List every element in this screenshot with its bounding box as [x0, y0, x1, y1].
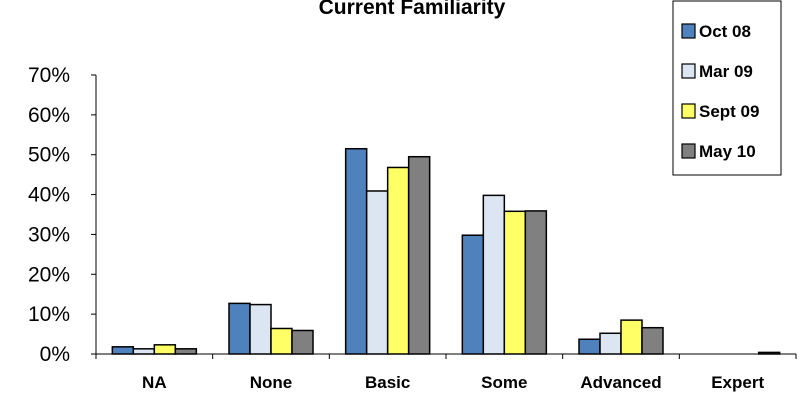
y-tick-label: 70%: [28, 64, 70, 87]
legend: Oct 08 Mar 09 Sept 09 May 10: [672, 0, 782, 176]
y-tick-label: 20%: [28, 263, 70, 286]
plot-area: 0% 10% 20% 30% 40% 50% 60% 70% NA None Basic Some Ad…: [28, 64, 797, 392]
x-tick-label: None: [250, 373, 293, 392]
y-tick-label: 0%: [40, 343, 70, 366]
bar-oct-08-advanced: [578, 338, 601, 355]
bar-may-10-na: [174, 348, 198, 355]
bar-may-10-none: [291, 329, 314, 355]
bar-mar-09-some: [482, 194, 506, 355]
legend-label: May 10: [699, 142, 756, 161]
bar-mar-09-na: [132, 348, 156, 355]
legend-swatch: [681, 103, 696, 119]
legend-label: Mar 09: [699, 62, 753, 81]
x-tick-label: Some: [481, 373, 527, 392]
y-tick-label: 60%: [28, 104, 70, 127]
legend-swatch: [681, 143, 696, 159]
y-tick-label: 10%: [28, 303, 70, 326]
y-tick-label: 50%: [28, 144, 70, 167]
legend-label: Oct 08: [699, 22, 751, 41]
bar-mar-09-none: [249, 303, 272, 355]
chart-title: Current Familiarity: [319, 0, 506, 19]
bar-may-10-expert: [757, 351, 781, 355]
bar-oct-08-some: [461, 234, 485, 355]
bar-mar-09-basic: [365, 190, 389, 355]
bar-sept-09-advanced: [620, 319, 643, 355]
bar-sept-09-none: [270, 327, 293, 355]
bar-sept-09-some: [503, 210, 527, 355]
bar-mar-09-advanced: [599, 332, 622, 355]
bar-oct-08-na: [111, 346, 135, 355]
bar-sept-09-na: [153, 344, 177, 355]
y-tick-label: 40%: [28, 184, 70, 207]
legend-swatch: [681, 23, 696, 39]
x-tick-label: NA: [142, 373, 167, 392]
bar-oct-08-none: [228, 302, 251, 355]
bar-may-10-some: [524, 210, 548, 355]
legend-swatch: [681, 63, 696, 79]
bar-may-10-basic: [407, 155, 431, 355]
x-tick-label: Expert: [711, 373, 764, 392]
bar-may-10-advanced: [641, 326, 664, 355]
legend-label: Sept 09: [699, 102, 759, 121]
x-tick-label: Basic: [365, 373, 410, 392]
bar-sept-09-basic: [386, 166, 410, 355]
y-tick-label: 30%: [28, 223, 70, 246]
x-tick-label: Advanced: [580, 373, 661, 392]
bar-oct-08-basic: [344, 147, 368, 355]
